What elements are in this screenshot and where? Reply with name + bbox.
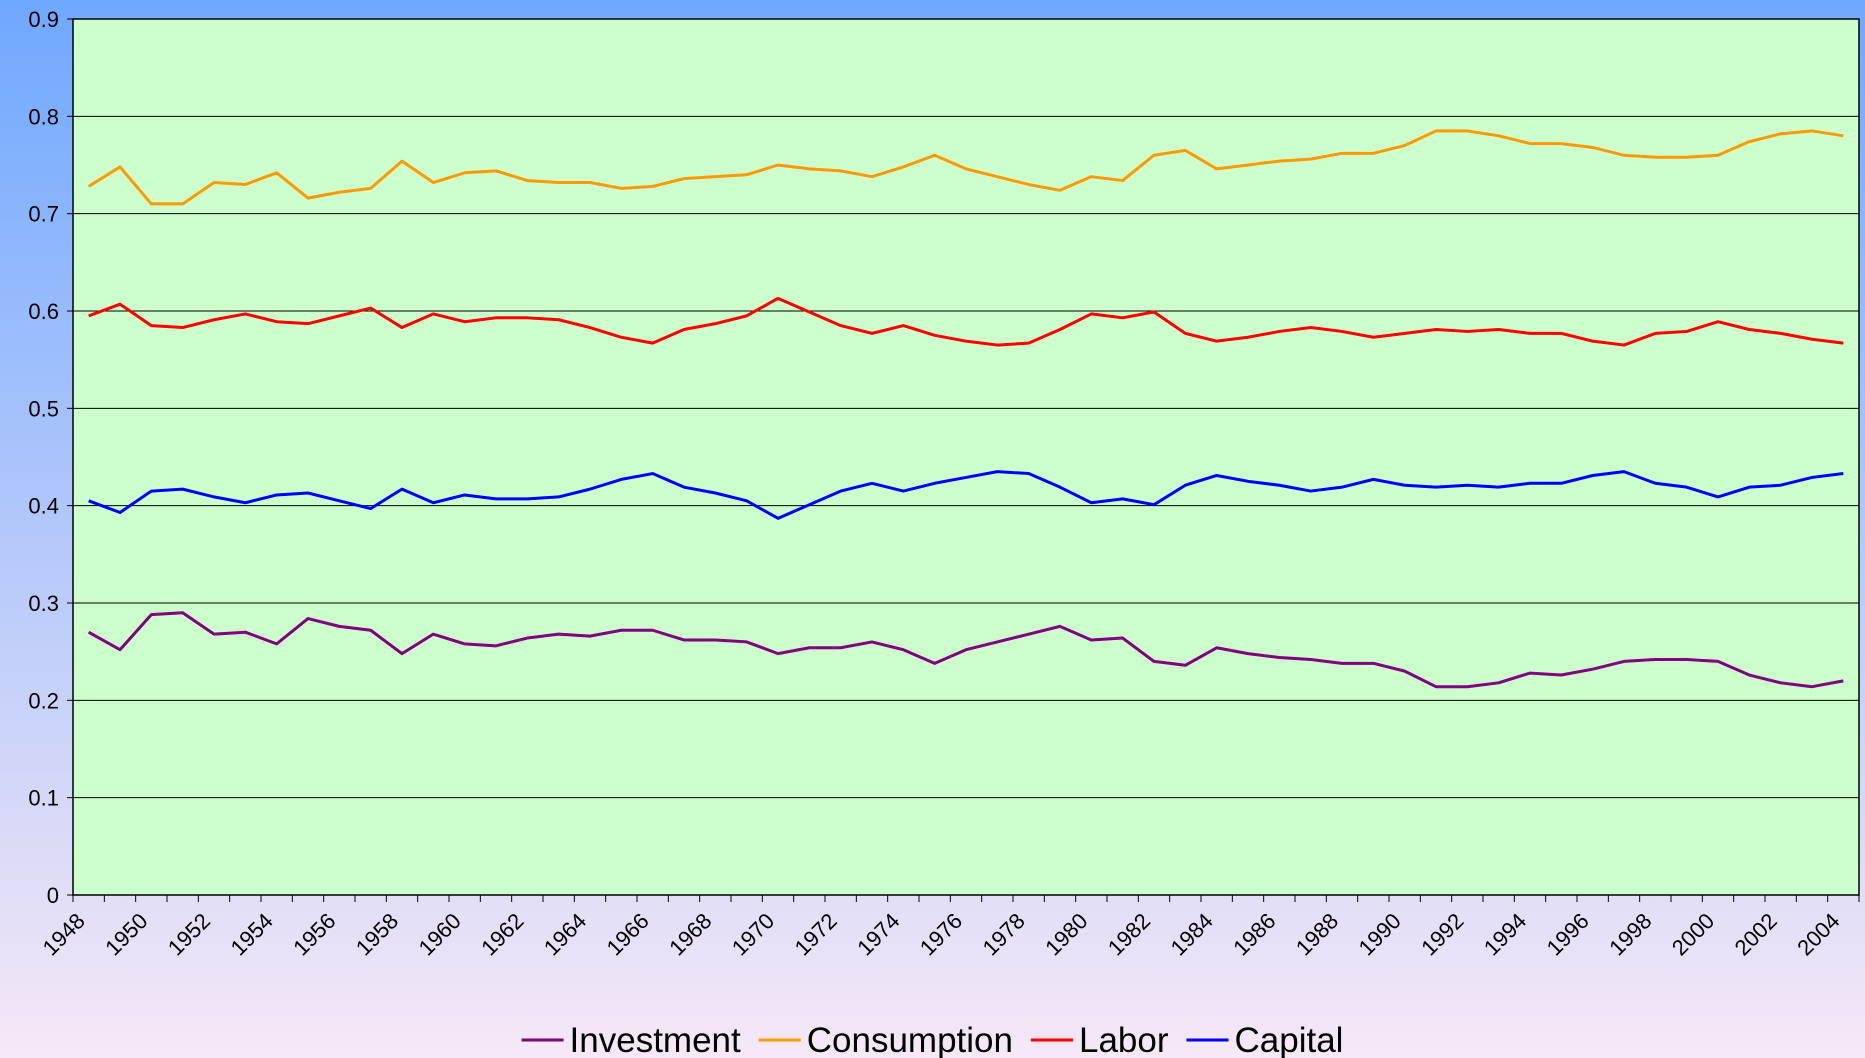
y-tick-label: 0.8 [28, 104, 59, 129]
legend-label: Investment [570, 1021, 741, 1058]
y-tick-label: 0.3 [28, 591, 59, 616]
legend: Investment Consumption Labor Capital [521, 1021, 1344, 1058]
y-tick-label: 0.2 [28, 688, 59, 713]
plot-border [72, 18, 1860, 896]
y-tick-label: 0.1 [28, 786, 59, 811]
legend-label: Labor [1079, 1021, 1169, 1058]
y-tick-label: 0 [47, 883, 59, 908]
plot-area [73, 19, 1859, 895]
y-tick-label: 0.4 [28, 494, 59, 519]
y-tick-label: 0.5 [28, 396, 59, 421]
series-line [88, 296, 1844, 347]
y-tick-label: 0.6 [28, 299, 59, 324]
series-line [88, 470, 1844, 520]
series-line [87, 611, 1844, 689]
legend-label: Consumption [807, 1021, 1013, 1058]
y-tick-label: 0.7 [28, 202, 59, 227]
series-line [87, 129, 1844, 206]
y-tick-label: 0.9 [28, 7, 59, 32]
legend-label: Capital [1235, 1021, 1344, 1058]
